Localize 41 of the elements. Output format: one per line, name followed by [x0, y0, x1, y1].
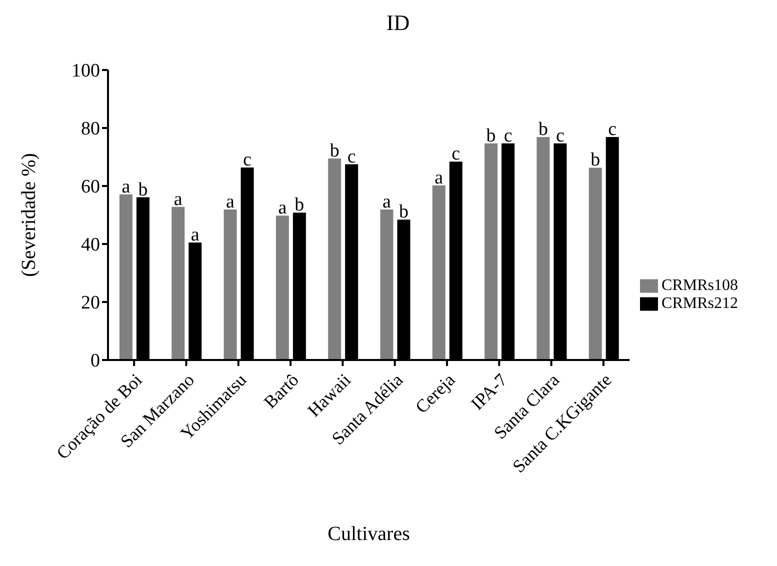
bar	[172, 206, 185, 360]
bar	[328, 158, 342, 360]
legend-label: CRMRs108	[662, 276, 738, 294]
data-label: b	[294, 194, 304, 216]
legend-label: CRMRs212	[662, 295, 738, 312]
bar	[588, 168, 602, 360]
data-label: b	[590, 150, 600, 171]
data-label: a	[278, 198, 288, 219]
data-label: b	[486, 125, 496, 146]
y-tick-label: 20	[81, 292, 100, 314]
data-label: a	[190, 224, 200, 246]
bar	[536, 136, 550, 360]
data-label: b	[538, 118, 548, 140]
data-label: b	[138, 179, 148, 200]
y-tick-label: 40	[81, 234, 100, 256]
data-label: b	[398, 202, 408, 223]
data-label: c	[504, 125, 512, 146]
x-axis-title: Cultivares	[328, 523, 410, 545]
data-label: c	[556, 125, 564, 146]
data-label: a	[174, 188, 183, 210]
y-tick-label: 100	[72, 60, 100, 82]
data-label: c	[452, 144, 460, 165]
bar	[224, 209, 237, 360]
data-label: a	[226, 191, 236, 212]
data-label: a	[382, 191, 392, 212]
bar	[484, 143, 498, 360]
y-tick-label: 60	[81, 176, 100, 198]
bar	[119, 194, 132, 360]
y-axis-title: (Severidade %)	[18, 153, 40, 277]
data-label: c	[347, 146, 356, 168]
data-label: b	[330, 140, 340, 162]
bar	[380, 209, 394, 360]
chart-title: ID	[385, 10, 411, 37]
data-label: a	[122, 176, 131, 198]
bar	[276, 216, 289, 360]
data-label: c	[243, 149, 252, 170]
y-tick-label: 0	[90, 350, 100, 372]
bar	[432, 185, 446, 360]
data-label: a	[434, 167, 444, 188]
data-label: c	[608, 118, 617, 140]
y-tick-label: 80	[81, 118, 100, 140]
